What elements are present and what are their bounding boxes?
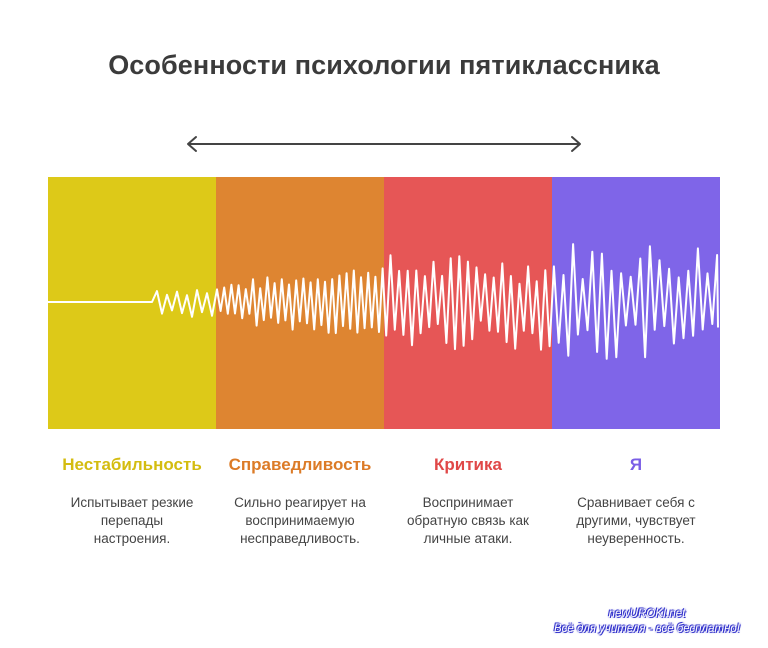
band-criticism <box>384 177 552 429</box>
stage-description: Сравнивает себя с другими, чувствует неу… <box>576 495 696 546</box>
stage-description: Сильно реагирует на воспринимаемую неспр… <box>234 495 366 546</box>
stage-self: Я Сравнивает себя с другими, чувствует н… <box>552 455 720 548</box>
watermark: newUROKI.net Всё для учителя - всё беспл… <box>554 607 740 637</box>
watermark-slogan: Всё для учителя - всё бесплатно! <box>553 623 740 635</box>
stage-justice: Справедливость Сильно реагирует на воспр… <box>216 455 384 548</box>
stage-label: Нестабильность <box>62 455 202 474</box>
stage-instability: Нестабильность Испытывает резкие перепад… <box>48 455 216 548</box>
stage-label: Критика <box>434 455 502 474</box>
stage-label: Я <box>629 455 643 474</box>
stage-criticism: Критика Воспринимает обратную связь как … <box>384 455 552 548</box>
waveform <box>48 243 719 360</box>
watermark-site: newUROKI.net <box>608 608 686 620</box>
stage-label: Справедливость <box>228 455 372 474</box>
stage-description: Испытывает резкие перепады настроения. <box>70 495 194 546</box>
double-arrow-icon <box>187 136 581 152</box>
page-title: Особенности психологии пятиклассника <box>108 50 660 80</box>
stage-description: Воспринимает обратную связь как личные а… <box>407 495 529 546</box>
